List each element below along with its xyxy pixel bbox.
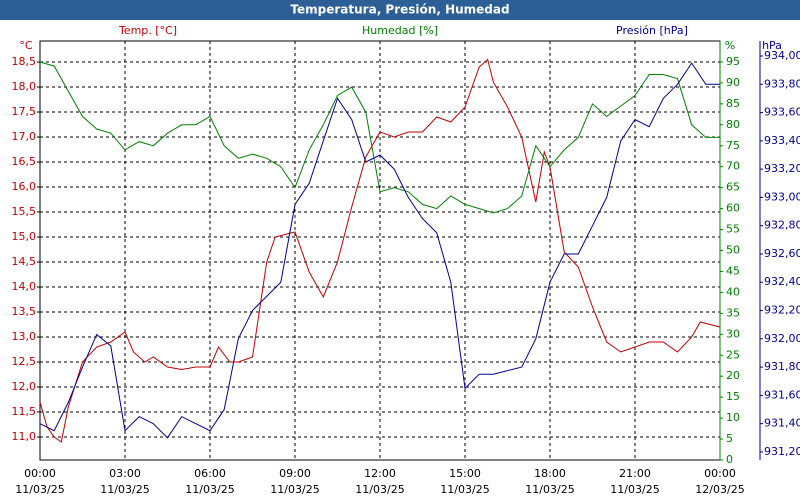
axis-unit: °C — [19, 39, 33, 52]
y-tick-label: 85 — [726, 97, 740, 110]
y-tick-label: 45 — [726, 264, 740, 277]
y-tick-label: 16,5 — [12, 155, 37, 168]
y-tick-label: 932,40 — [764, 275, 800, 288]
y-tick-label: 65 — [726, 181, 740, 194]
x-tick-label: 09:00 — [279, 467, 311, 480]
series-line — [39, 61, 720, 214]
y-tick-label: 931,40 — [764, 417, 800, 430]
y-tick-label: 12,0 — [12, 380, 37, 393]
x-tick-label: 06:00 — [194, 467, 226, 480]
y-tick-label: 35 — [726, 306, 740, 319]
x-tick-date: 11/03/25 — [610, 483, 659, 496]
axis-label: Presión [hPa] — [616, 24, 688, 37]
y-tick-label: 18,0 — [12, 80, 37, 93]
y-tick-label: 50 — [726, 244, 740, 257]
x-tick-label: 03:00 — [109, 467, 141, 480]
y-tick-label: 12,5 — [12, 355, 37, 368]
y-tick-label: 80 — [726, 118, 740, 131]
x-tick-date: 12/03/25 — [695, 483, 744, 496]
axis-label: Temp. [°C] — [118, 24, 177, 37]
y-tick-label: 11,0 — [12, 430, 37, 443]
x-tick-date: 11/03/25 — [355, 483, 404, 496]
x-tick-label: 18:00 — [534, 467, 566, 480]
y-tick-label: 55 — [726, 223, 740, 236]
x-tick-date: 11/03/25 — [525, 483, 574, 496]
y-tick-label: 933,80 — [764, 77, 800, 90]
x-tick-date: 11/03/25 — [440, 483, 489, 496]
y-tick-label: 932,80 — [764, 219, 800, 232]
y-tick-label: 13,0 — [12, 330, 37, 343]
chart-title: Temperatura, Presión, Humedad — [290, 3, 509, 17]
y-tick-label: 932,00 — [764, 332, 800, 345]
x-tick-label: 00:00 — [704, 467, 736, 480]
y-tick-label: 20 — [726, 369, 740, 382]
y-tick-label: 18,5 — [12, 55, 37, 68]
y-tick-label: 5 — [726, 432, 733, 445]
y-tick-label: 13,5 — [12, 305, 37, 318]
x-tick-label: 15:00 — [449, 467, 481, 480]
y-tick-label: 17,0 — [12, 130, 37, 143]
y-tick-label: 932,60 — [764, 247, 800, 260]
y-tick-label: 14,5 — [12, 255, 37, 268]
series-line — [39, 58, 721, 443]
x-tick-date: 11/03/25 — [270, 483, 319, 496]
y-tick-label: 0 — [726, 453, 733, 466]
y-tick-label: 90 — [726, 76, 740, 89]
y-tick-label: 16,0 — [12, 180, 37, 193]
y-tick-label: 60 — [726, 202, 740, 215]
y-tick-label: 931,60 — [764, 388, 800, 401]
y-tick-label: 933,00 — [764, 190, 800, 203]
x-tick-date: 11/03/25 — [15, 483, 64, 496]
y-tick-label: 933,20 — [764, 162, 800, 175]
x-tick-date: 11/03/25 — [185, 483, 234, 496]
x-tick-date: 11/03/25 — [100, 483, 149, 496]
y-tick-label: 931,20 — [764, 445, 800, 458]
axis-unit: hPa — [762, 39, 782, 52]
y-tick-label: 933,60 — [764, 106, 800, 119]
axis-label: Humedad [%] — [362, 24, 438, 37]
y-tick-label: 10 — [726, 411, 740, 424]
y-tick-label: 933,40 — [764, 134, 800, 147]
x-tick-label: 21:00 — [619, 467, 651, 480]
y-tick-label: 15,0 — [12, 230, 37, 243]
y-tick-label: 95 — [726, 55, 740, 68]
series-line — [39, 62, 720, 439]
y-tick-label: 934,00 — [764, 49, 800, 62]
x-tick-label: 00:00 — [24, 467, 56, 480]
y-tick-label: 40 — [726, 285, 740, 298]
y-tick-label: 932,20 — [764, 304, 800, 317]
y-tick-label: 25 — [726, 348, 740, 361]
y-tick-label: 75 — [726, 139, 740, 152]
y-tick-label: 931,80 — [764, 360, 800, 373]
y-tick-label: 17,5 — [12, 105, 37, 118]
y-tick-label: 30 — [726, 327, 740, 340]
y-tick-label: 15 — [726, 390, 740, 403]
y-tick-label: 15,5 — [12, 205, 37, 218]
axis-unit: % — [725, 39, 735, 52]
y-tick-label: 11,5 — [12, 405, 37, 418]
title-bar — [0, 0, 800, 20]
y-tick-label: 14,0 — [12, 280, 37, 293]
y-tick-label: 70 — [726, 160, 740, 173]
x-tick-label: 12:00 — [364, 467, 396, 480]
